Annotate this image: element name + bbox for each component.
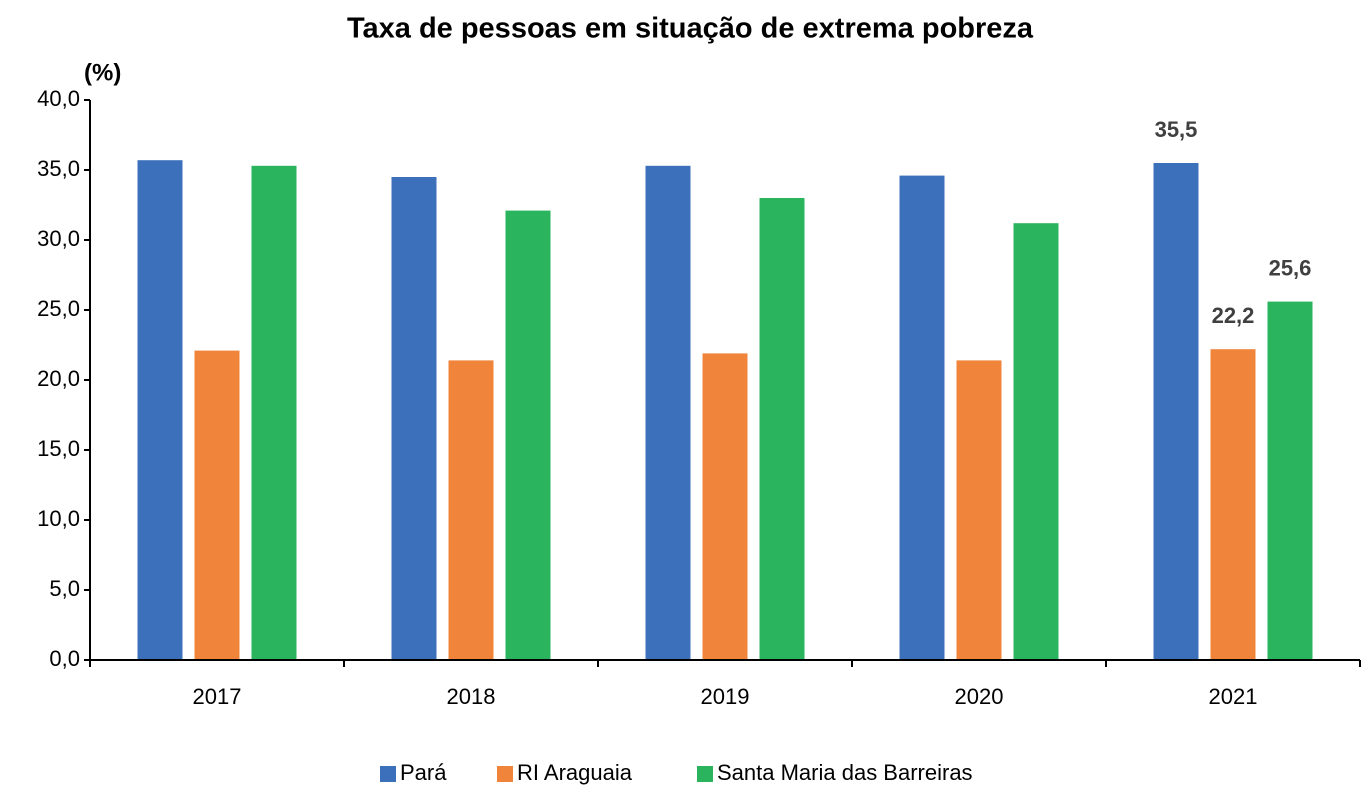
y-tick-label: 15,0 bbox=[37, 436, 80, 461]
y-tick-label: 30,0 bbox=[37, 226, 80, 251]
data-label: 35,5 bbox=[1155, 117, 1198, 142]
legend-label: Santa Maria das Barreiras bbox=[717, 760, 973, 785]
bar bbox=[702, 353, 748, 660]
bar bbox=[391, 177, 437, 660]
y-tick-label: 25,0 bbox=[37, 296, 80, 321]
x-tick-label: 2020 bbox=[955, 684, 1004, 709]
bar bbox=[759, 198, 805, 660]
y-tick-label: 35,0 bbox=[37, 156, 80, 181]
x-tick-label: 2021 bbox=[1209, 684, 1258, 709]
legend-swatch bbox=[697, 766, 713, 782]
bar bbox=[899, 175, 945, 660]
y-tick-label: 0,0 bbox=[49, 646, 80, 671]
bar bbox=[194, 350, 240, 660]
y-tick-label: 10,0 bbox=[37, 506, 80, 531]
bar bbox=[1013, 223, 1059, 660]
x-tick-label: 2018 bbox=[447, 684, 496, 709]
chart-title: Taxa de pessoas em situação de extrema p… bbox=[347, 13, 1034, 45]
legend-label: Pará bbox=[400, 760, 447, 785]
bar bbox=[1153, 163, 1199, 660]
data-label: 25,6 bbox=[1269, 255, 1312, 280]
legend-swatch bbox=[380, 766, 396, 782]
y-axis-label: (%) bbox=[84, 59, 121, 86]
bar bbox=[956, 360, 1002, 660]
legend-swatch bbox=[497, 766, 513, 782]
y-tick-label: 5,0 bbox=[49, 576, 80, 601]
bar bbox=[505, 210, 551, 660]
legend-label: RI Araguaia bbox=[517, 760, 633, 785]
x-tick-label: 2019 bbox=[701, 684, 750, 709]
y-tick-label: 20,0 bbox=[37, 366, 80, 391]
x-tick-label: 2017 bbox=[193, 684, 242, 709]
bar bbox=[1267, 301, 1313, 660]
data-label: 22,2 bbox=[1212, 303, 1255, 328]
bar bbox=[137, 160, 183, 660]
bar bbox=[448, 360, 494, 660]
y-tick-label: 40,0 bbox=[37, 86, 80, 111]
bar bbox=[1210, 349, 1256, 660]
bar bbox=[645, 165, 691, 661]
bar bbox=[251, 165, 297, 661]
